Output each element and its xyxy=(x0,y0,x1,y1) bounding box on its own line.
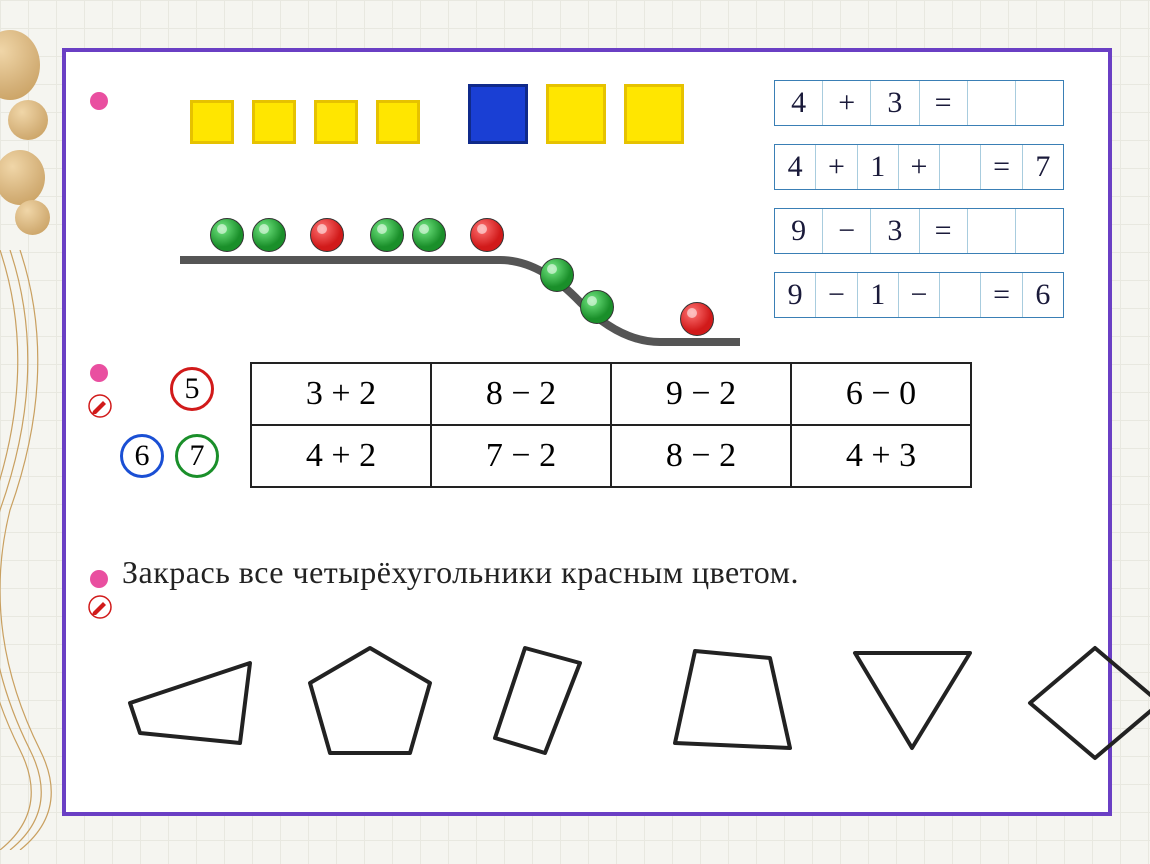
equation-cell: 6 xyxy=(1023,273,1063,317)
ball xyxy=(470,218,504,252)
ball xyxy=(370,218,404,252)
equation-cell: = xyxy=(981,273,1022,317)
equation-cell: 4 xyxy=(775,81,823,125)
equation-row: 9−1−=6 xyxy=(774,272,1064,318)
expression-cell: 8 − 2 xyxy=(611,425,791,487)
equation-cell: − xyxy=(899,273,940,317)
equation-cell: + xyxy=(816,145,857,189)
shape[interactable] xyxy=(300,633,450,763)
shape[interactable] xyxy=(1020,633,1150,763)
equation-cell: 7 xyxy=(1023,145,1063,189)
ball xyxy=(680,302,714,336)
expression-cell: 7 − 2 xyxy=(431,425,611,487)
equation-cell: + xyxy=(899,145,940,189)
equation-cell: 9 xyxy=(775,273,816,317)
expression-table: 3 + 28 − 29 − 26 − 04 + 27 − 28 − 24 + 3 xyxy=(250,362,972,488)
bullet-icon xyxy=(90,364,108,382)
equation-cell[interactable] xyxy=(968,81,1016,125)
section-2: 567 3 + 28 − 29 − 26 − 04 + 27 − 28 − 24… xyxy=(90,352,1084,542)
equation-cell[interactable] xyxy=(968,209,1016,253)
shape[interactable] xyxy=(840,633,990,763)
expression-cell: 8 − 2 xyxy=(431,363,611,425)
ball xyxy=(310,218,344,252)
bullet-icon xyxy=(90,92,108,110)
equation-cell: = xyxy=(981,145,1022,189)
expression-cell: 9 − 2 xyxy=(611,363,791,425)
square xyxy=(376,100,420,144)
equation-cell[interactable] xyxy=(1016,209,1063,253)
ball xyxy=(540,258,574,292)
ball xyxy=(412,218,446,252)
section-1: 4+3=4+1+=79−3=9−1−=6 xyxy=(90,72,1084,342)
equation-cell: 3 xyxy=(871,81,919,125)
equation-cell: 9 xyxy=(775,209,823,253)
equation-row: 4+1+=7 xyxy=(774,144,1064,190)
equation-cell: 1 xyxy=(858,145,899,189)
expression-cell: 4 + 2 xyxy=(251,425,431,487)
square xyxy=(546,84,606,144)
equation-cell: 4 xyxy=(775,145,816,189)
decorative-strip xyxy=(0,0,55,864)
ball xyxy=(210,218,244,252)
ball xyxy=(580,290,614,324)
shape[interactable] xyxy=(480,633,630,763)
pencil-icon xyxy=(88,595,110,617)
balls-curve xyxy=(180,182,740,342)
square xyxy=(190,100,234,144)
equation-cell: − xyxy=(816,273,857,317)
equation-cell[interactable] xyxy=(1016,81,1063,125)
ball xyxy=(252,218,286,252)
circled-number: 5 xyxy=(170,367,214,411)
square xyxy=(468,84,528,144)
equation-cell: 3 xyxy=(871,209,919,253)
equation-cell: = xyxy=(920,209,968,253)
square xyxy=(624,84,684,144)
squares-row xyxy=(190,84,684,144)
equation-row: 4+3= xyxy=(774,80,1064,126)
equation-cell: = xyxy=(920,81,968,125)
equation-cell[interactable] xyxy=(940,273,981,317)
expression-cell: 4 + 3 xyxy=(791,425,971,487)
shape[interactable] xyxy=(120,633,270,763)
bullet-icon xyxy=(90,570,108,588)
equation-cell: + xyxy=(823,81,871,125)
pencil-icon xyxy=(88,394,110,416)
equation-cell: − xyxy=(823,209,871,253)
equation-cell: 1 xyxy=(858,273,899,317)
expression-cell: 3 + 2 xyxy=(251,363,431,425)
expression-cell: 6 − 0 xyxy=(791,363,971,425)
worksheet: 4+3=4+1+=79−3=9−1−=6 567 3 + 28 − 29 − 2… xyxy=(62,48,1112,816)
shape[interactable] xyxy=(660,633,810,763)
equation-cell[interactable] xyxy=(940,145,981,189)
section-3: Закрась все четырёхугольники красным цве… xyxy=(90,554,1084,763)
equations-column: 4+3=4+1+=79−3=9−1−=6 xyxy=(774,80,1064,318)
square xyxy=(314,100,358,144)
task-text: Закрась все четырёхугольники красным цве… xyxy=(122,554,799,590)
square xyxy=(252,100,296,144)
circled-number: 7 xyxy=(175,434,219,478)
equation-row: 9−3= xyxy=(774,208,1064,254)
circled-number: 6 xyxy=(120,434,164,478)
shapes-row xyxy=(90,633,1084,763)
